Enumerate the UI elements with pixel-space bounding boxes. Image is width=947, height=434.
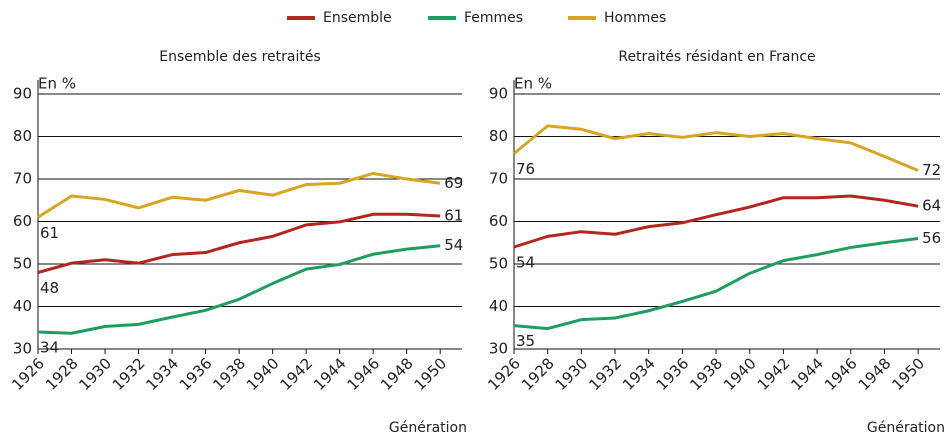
x-axis-label: Génération [389, 420, 467, 434]
chart-title: Retraités résidant en France [618, 49, 815, 65]
data-label: 69 [444, 174, 463, 192]
y-tick-label: 70 [13, 170, 32, 188]
x-tick-label: 1932 [585, 354, 625, 394]
data-label: 54 [444, 236, 463, 254]
x-tick-label: 1934 [142, 354, 182, 394]
chart-title: Ensemble des retraités [159, 49, 321, 65]
data-label: 61 [444, 206, 463, 224]
x-tick-label: 1930 [552, 354, 592, 394]
y-tick-label: 30 [13, 340, 32, 358]
y-tick-label: 60 [489, 212, 508, 230]
x-tick-label: 1944 [787, 354, 827, 394]
data-label: 34 [40, 339, 59, 357]
x-tick-label: 1948 [855, 354, 895, 394]
x-axis-label: Génération [867, 420, 945, 434]
x-tick-label: 1950 [888, 354, 928, 394]
data-label: 61 [40, 224, 59, 242]
y-tick-label: 60 [13, 212, 32, 230]
x-tick-label: 1932 [109, 354, 149, 394]
y-tick-label: 80 [13, 127, 32, 145]
y-tick-label: 80 [489, 127, 508, 145]
y-axis-label: En % [38, 75, 76, 93]
data-label: 35 [516, 332, 535, 350]
data-label: 56 [922, 229, 941, 247]
y-tick-label: 50 [489, 255, 508, 273]
data-label: 64 [922, 197, 941, 215]
y-tick-label: 30 [489, 340, 508, 358]
x-tick-label: 1946 [343, 354, 383, 394]
x-tick-label: 1934 [619, 354, 659, 394]
x-tick-label: 1940 [720, 354, 760, 394]
x-tick-label: 1928 [42, 354, 82, 394]
series-line [513, 124, 919, 172]
x-tick-label: 1944 [310, 354, 350, 394]
x-tick-label: 1926 [8, 354, 48, 394]
legend-label: Femmes [464, 10, 523, 26]
data-label: 72 [922, 161, 941, 179]
y-tick-label: 90 [489, 85, 508, 103]
x-tick-label: 1928 [518, 354, 558, 394]
data-label: 76 [516, 160, 535, 178]
data-label: 54 [516, 254, 535, 272]
x-tick-label: 1948 [377, 354, 417, 394]
x-tick-label: 1930 [75, 354, 115, 394]
x-tick-label: 1938 [209, 354, 249, 394]
y-axis-label: En % [514, 75, 552, 93]
x-tick-label: 1936 [176, 354, 216, 394]
legend-label: Hommes [604, 10, 666, 26]
x-tick-label: 1936 [653, 354, 693, 394]
x-tick-label: 1926 [484, 354, 524, 394]
series-line [37, 171, 441, 219]
series-line [513, 237, 919, 331]
legend-label: Ensemble [323, 10, 392, 26]
y-tick-label: 70 [489, 170, 508, 188]
y-tick-label: 90 [13, 85, 32, 103]
series-line [37, 212, 441, 274]
data-label: 48 [40, 279, 59, 297]
x-tick-label: 1942 [754, 354, 794, 394]
x-tick-label: 1938 [686, 354, 726, 394]
y-tick-label: 40 [489, 297, 508, 315]
y-tick-label: 50 [13, 255, 32, 273]
x-tick-label: 1950 [410, 354, 450, 394]
y-tick-label: 40 [13, 297, 32, 315]
x-tick-label: 1940 [243, 354, 283, 394]
series-line [37, 244, 441, 335]
x-tick-label: 1942 [276, 354, 316, 394]
x-tick-label: 1946 [821, 354, 861, 394]
series-line [513, 194, 919, 249]
